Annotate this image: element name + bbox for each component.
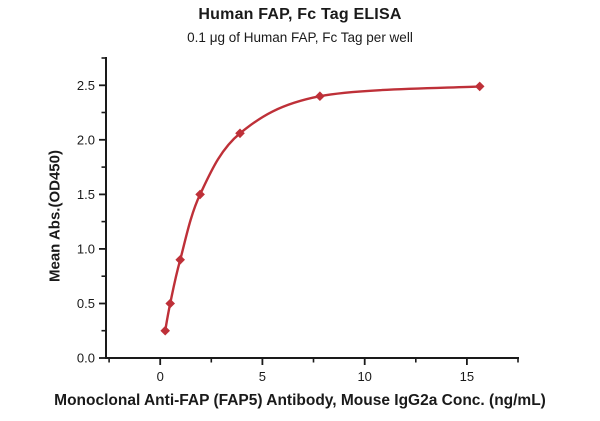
x-tick-label: 0 xyxy=(157,369,164,384)
data-point-marker xyxy=(315,91,325,101)
y-tick-label: 0.5 xyxy=(77,296,95,311)
data-point-marker xyxy=(195,189,205,200)
chart-subtitle: 0.1 μg of Human FAP, Fc Tag per well xyxy=(187,30,413,45)
fit-curve xyxy=(164,85,481,332)
x-tick-label: 5 xyxy=(259,369,266,384)
y-tick-label: 2.5 xyxy=(77,78,95,93)
y-tick-label: 2.0 xyxy=(77,132,95,147)
data-point-marker xyxy=(175,255,185,265)
y-tick-label: 1.0 xyxy=(77,241,95,256)
data-point-marker xyxy=(160,325,170,336)
x-tick-label: 15 xyxy=(460,369,474,384)
chart-title: Human FAP, Fc Tag ELISA xyxy=(198,6,402,23)
x-axis-label: Monoclonal Anti-FAP (FAP5) Antibody, Mou… xyxy=(54,392,546,409)
data-point-marker xyxy=(474,81,485,92)
y-tick-label: 1.5 xyxy=(77,187,95,202)
y-tick-label: 0.0 xyxy=(77,351,95,366)
x-tick-label: 10 xyxy=(357,369,371,384)
data-point-marker xyxy=(235,128,245,139)
data-point-marker xyxy=(165,298,175,309)
